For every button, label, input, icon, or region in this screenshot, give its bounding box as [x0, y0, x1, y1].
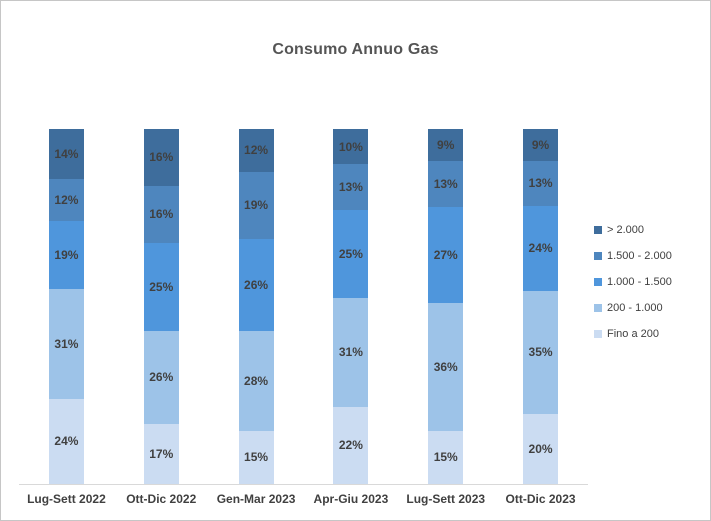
legend-swatch-icon	[594, 278, 602, 286]
plot-area[interactable]: 14% 12% 19% 31% 24% 16% 16% 25% 26% 17% 12% 19% 26% 2…	[19, 129, 588, 485]
legend-swatch-icon	[594, 304, 602, 312]
legend[interactable]: > 2.000 1.500 - 2.000 1.000 - 1.500 200 - 1…	[594, 217, 672, 347]
legend-swatch-icon	[594, 330, 602, 338]
data-label: 13%	[433, 177, 458, 191]
category-label: Gen-Mar 2023	[216, 492, 296, 506]
data-label: 24%	[54, 434, 79, 449]
legend-label: Fino a 200	[607, 328, 659, 340]
data-label: 9%	[437, 137, 455, 152]
data-label: 24%	[528, 241, 553, 256]
bar-segment[interactable]: 13%	[333, 164, 369, 210]
bar-segment[interactable]: 12%	[48, 178, 84, 222]
legend-swatch-icon	[594, 252, 602, 260]
bar-segment[interactable]: 20%	[523, 413, 559, 484]
stacked-bar[interactable]: 12% 19% 26% 28% 15%	[238, 129, 274, 484]
legend-label: 200 - 1.000	[607, 302, 663, 314]
data-label: 25%	[338, 246, 363, 261]
data-label: 31%	[54, 336, 79, 351]
data-label: 19%	[244, 198, 269, 213]
bar-segment[interactable]: 12%	[238, 129, 274, 172]
legend-label: > 2.000	[607, 224, 645, 236]
data-label: 15%	[244, 450, 269, 465]
stacked-bar[interactable]: 9% 13% 27% 36% 15%	[428, 129, 464, 484]
data-label: 13%	[528, 176, 553, 191]
data-label: 16%	[149, 207, 174, 222]
bar-segment[interactable]: 10%	[333, 129, 369, 165]
legend-swatch-icon	[594, 226, 602, 234]
data-label: 9%	[531, 137, 550, 152]
bar-segment[interactable]: 15%	[238, 430, 274, 484]
data-label: 36%	[433, 359, 458, 374]
bar-segment[interactable]: 14%	[48, 129, 84, 179]
bar-segment[interactable]: 24%	[48, 398, 84, 484]
legend-item[interactable]: 1.500 - 2.000	[594, 243, 672, 269]
bar-group: 10% 13% 25% 31% 22%	[303, 129, 398, 484]
data-label: 28%	[244, 374, 269, 389]
bar-segment[interactable]: 15%	[428, 430, 464, 484]
bar-segment[interactable]: 19%	[48, 221, 84, 289]
bar-segment[interactable]: 26%	[238, 239, 274, 332]
category-label: Ott-Dic 2023	[505, 492, 576, 506]
category-label: Lug-Sett 2022	[27, 492, 106, 506]
legend-item[interactable]: Fino a 200	[594, 321, 672, 347]
bar-group: 16% 16% 25% 26% 17%	[114, 129, 209, 484]
data-label: 15%	[433, 450, 458, 465]
bar-group: 9% 13% 27% 36% 15%	[398, 129, 493, 484]
stacked-bar[interactable]: 10% 13% 25% 31% 22%	[333, 129, 369, 484]
data-label: 22%	[338, 438, 363, 453]
bar-group: 12% 19% 26% 28% 15%	[209, 129, 304, 484]
bar-group: 9% 13% 24% 35% 20%	[493, 129, 588, 484]
bar-segment[interactable]: 25%	[333, 209, 369, 298]
bar-segment[interactable]: 27%	[428, 207, 464, 303]
data-label: 20%	[528, 441, 553, 456]
bar-segment[interactable]: 25%	[143, 242, 179, 332]
data-label: 26%	[244, 278, 269, 293]
data-label: 17%	[149, 446, 174, 461]
category-label: Lug-Sett 2023	[406, 492, 486, 506]
bar-segment[interactable]: 26%	[143, 331, 179, 424]
x-axis-category-row: Lug-Sett 2022 Ott-Dic 2022 Gen-Mar 2023 Apr…	[19, 492, 588, 506]
data-label: 35%	[528, 345, 553, 360]
category-label: Apr-Giu 2023	[313, 492, 389, 506]
bar-segment[interactable]: 16%	[143, 129, 179, 186]
bar-segment[interactable]: 19%	[238, 171, 274, 240]
bar-segment[interactable]: 9%	[428, 129, 464, 161]
bar-segment[interactable]: 24%	[523, 206, 559, 291]
bar-segment[interactable]: 17%	[143, 423, 179, 484]
data-label: 27%	[433, 248, 458, 262]
legend-item[interactable]: 1.000 - 1.500	[594, 269, 672, 295]
data-label: 13%	[338, 179, 363, 194]
legend-item[interactable]: > 2.000	[594, 217, 672, 243]
bar-group: 14% 12% 19% 31% 24%	[19, 129, 114, 484]
data-label: 12%	[54, 192, 79, 207]
legend-label: 1.500 - 2.000	[607, 250, 672, 262]
data-label: 25%	[149, 279, 174, 294]
bar-segment[interactable]: 22%	[333, 406, 369, 484]
stacked-bar[interactable]: 16% 16% 25% 26% 17%	[143, 129, 179, 484]
bar-segment[interactable]: 36%	[428, 302, 464, 431]
chart-title: Consumo Annuo Gas	[272, 41, 439, 58]
data-label: 10%	[338, 139, 363, 154]
bar-segment[interactable]: 9%	[523, 129, 559, 161]
data-label: 19%	[54, 248, 79, 262]
bar-segment[interactable]: 31%	[48, 288, 84, 399]
bar-segment[interactable]: 16%	[143, 185, 179, 243]
bar-segment[interactable]: 35%	[523, 290, 559, 414]
bar-segment[interactable]: 13%	[428, 160, 464, 208]
legend-label: 1.000 - 1.500	[607, 276, 672, 288]
data-label: 31%	[338, 345, 363, 360]
legend-item[interactable]: 200 - 1.000	[594, 295, 672, 321]
category-label: Ott-Dic 2022	[126, 492, 197, 506]
bar-segment[interactable]: 28%	[238, 331, 274, 431]
data-label: 14%	[54, 146, 79, 161]
stacked-bar[interactable]: 14% 12% 19% 31% 24%	[48, 129, 84, 484]
stacked-bar[interactable]: 9% 13% 24% 35% 20%	[523, 129, 559, 484]
data-label: 16%	[149, 150, 174, 165]
data-label: 26%	[149, 370, 174, 385]
bar-segment[interactable]: 13%	[523, 160, 559, 207]
bar-segment[interactable]: 31%	[333, 297, 369, 407]
data-label: 12%	[244, 143, 269, 158]
